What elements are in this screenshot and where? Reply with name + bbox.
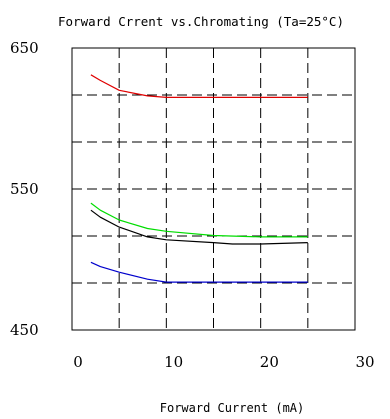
x-tick-label: 20: [260, 353, 279, 371]
series-line-2: [90, 202, 308, 238]
x-tick-label: 10: [164, 353, 183, 371]
y-tick-label: 550: [10, 180, 39, 198]
y-tick-label: 450: [10, 321, 39, 339]
plot-frame: [71, 47, 356, 331]
y-tick-label: 650: [10, 39, 39, 57]
y-tick-labels: 450 550 650: [10, 39, 39, 339]
x-axis-label: Forward Current (mA): [160, 401, 305, 415]
series-line-4: [90, 261, 308, 283]
chart-title: Forward Crrent vs.Chromating (Ta=25°C): [58, 14, 344, 29]
series-line-3: [90, 209, 308, 245]
x-tick-label: 0: [73, 353, 83, 371]
x-tick-label: 30: [355, 353, 374, 371]
gridlines: [72, 48, 355, 330]
series-line-1: [90, 74, 308, 99]
x-tick-labels: 0 10 20 30: [73, 353, 374, 371]
series-group: [90, 74, 308, 283]
